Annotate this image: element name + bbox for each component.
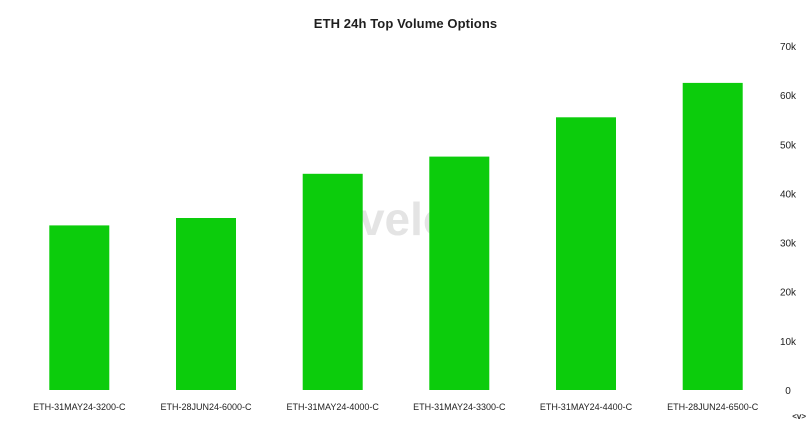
x-tick-label: ETH-31MAY24-4400-C	[540, 402, 633, 412]
y-tick-label: 50k	[780, 140, 797, 151]
bar-eth-28jun24-6500-c[interactable]	[682, 82, 743, 391]
y-tick-label: 10k	[780, 337, 797, 348]
bar-eth-31may24-4400-c[interactable]	[556, 117, 616, 391]
x-axis: ETH-31MAY24-3200-C ETH-28JUN24-6000-C ETH-…	[33, 402, 759, 412]
bars-layer	[49, 82, 743, 391]
bar-eth-31may24-3200-c[interactable]	[49, 225, 110, 390]
x-tick-label: ETH-31MAY24-3200-C	[33, 402, 126, 412]
y-axis: 0 10k 20k 30k 40k 50k 60k 70k	[780, 42, 797, 397]
y-tick-label: 60k	[780, 91, 797, 102]
x-tick-label: ETH-31MAY24-3300-C	[413, 402, 506, 412]
corner-scroll-marker[interactable]: <v>	[792, 412, 806, 421]
bar-eth-31may24-3300-c[interactable]	[429, 156, 490, 390]
y-tick-label: 30k	[780, 239, 797, 250]
y-tick-label: 0	[785, 386, 791, 397]
y-tick-label: 20k	[780, 288, 797, 299]
x-tick-label: ETH-31MAY24-4000-C	[287, 402, 380, 412]
chart-title: ETH 24h Top Volume Options	[313, 16, 498, 31]
x-tick-label: ETH-28JUN24-6000-C	[160, 402, 252, 412]
y-tick-label: 40k	[780, 189, 797, 200]
y-tick-label: 70k	[780, 42, 797, 53]
bar-eth-28jun24-6000-c[interactable]	[176, 218, 236, 390]
bar-eth-31may24-4000-c[interactable]	[302, 173, 363, 390]
x-tick-label: ETH-28JUN24-6500-C	[667, 402, 759, 412]
